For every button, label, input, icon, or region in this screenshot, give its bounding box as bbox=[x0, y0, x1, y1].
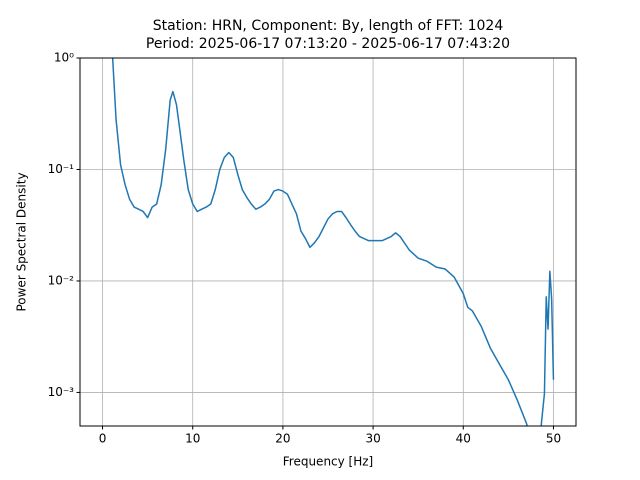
x-tick-label: 20 bbox=[275, 432, 290, 446]
line-series bbox=[111, 58, 555, 426]
y-axis-label: Power Spectral Density bbox=[15, 172, 29, 311]
y-tick-label: 10⁻² bbox=[48, 273, 75, 287]
ticks: 0 10 20 30 40 50 10⁻³ 10⁻² 10⁻¹ 10⁰ bbox=[48, 51, 562, 446]
x-tick-label: 50 bbox=[546, 432, 561, 446]
x-tick-label: 30 bbox=[365, 432, 380, 446]
axes-frame bbox=[79, 57, 577, 427]
y-tick-label: 10⁻³ bbox=[48, 385, 75, 399]
y-tick-label: 10⁻¹ bbox=[48, 162, 75, 176]
y-tick-label: 10⁰ bbox=[54, 51, 74, 65]
x-axis-label: Frequency [Hz] bbox=[283, 455, 374, 469]
plot-area bbox=[111, 58, 555, 426]
chart-title: Station: HRN, Component: By, length of F… bbox=[153, 18, 504, 34]
chart-subtitle: Period: 2025-06-17 07:13:20 - 2025-06-17… bbox=[146, 36, 510, 52]
x-tick-label: 0 bbox=[99, 432, 107, 446]
x-tick-label: 40 bbox=[456, 432, 471, 446]
x-tick-label: 10 bbox=[185, 432, 200, 446]
